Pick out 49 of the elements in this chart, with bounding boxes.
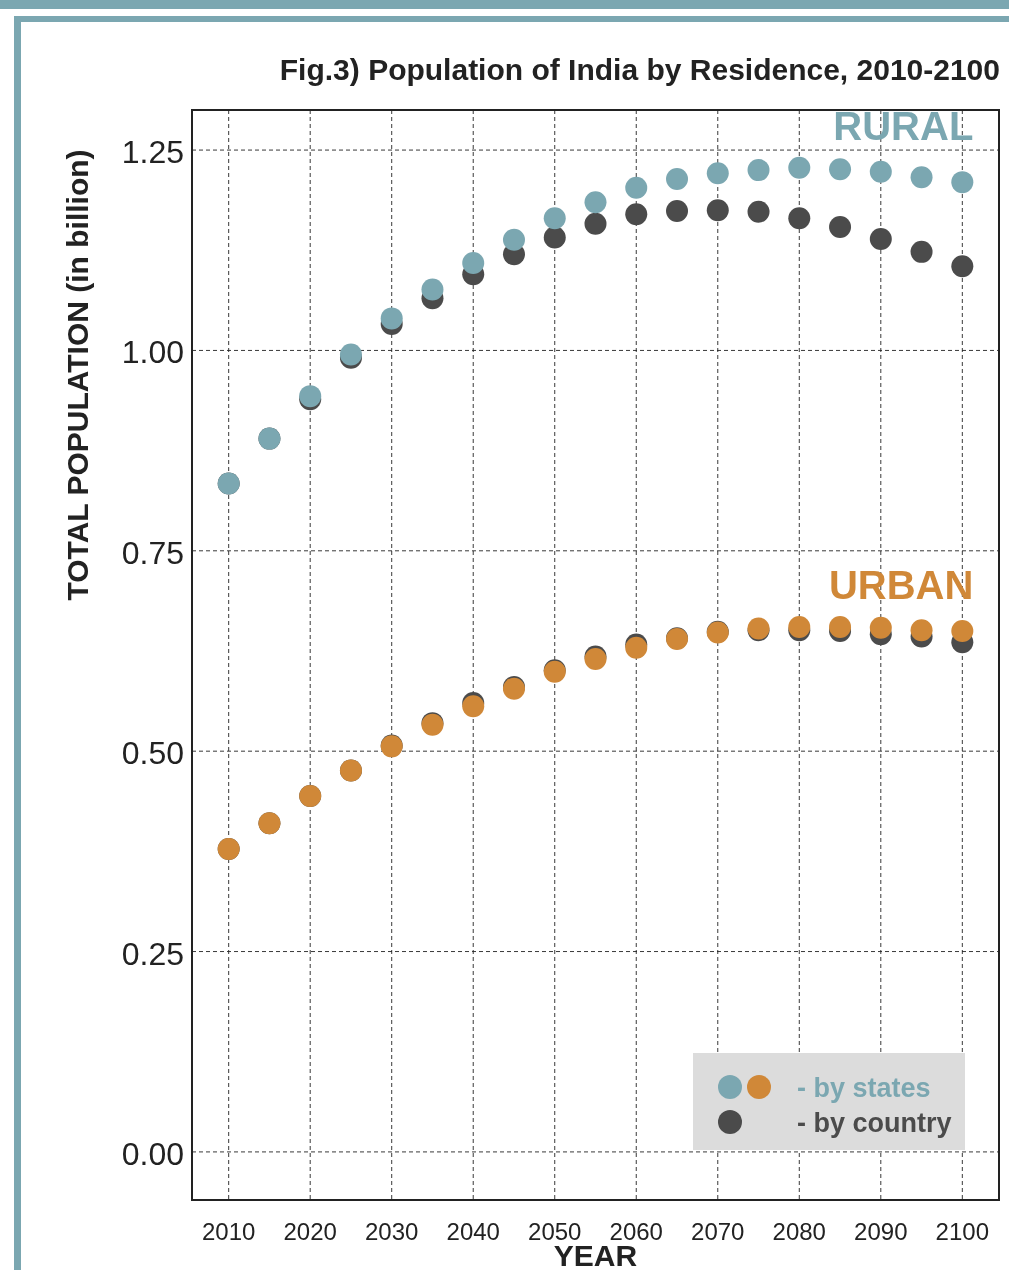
x-tick-label: 2030 [365, 1218, 419, 1245]
y-tick-label: 0.00 [121, 1135, 184, 1172]
annotation: RURAL [833, 103, 974, 148]
point [869, 160, 892, 183]
point [584, 191, 607, 214]
text: - by states [797, 1073, 931, 1103]
x-tick-label: 2100 [935, 1218, 990, 1245]
point [869, 616, 892, 639]
x-tick-label: 2070 [691, 1218, 745, 1245]
x-tick-label: 2020 [283, 1218, 337, 1245]
point [543, 226, 566, 249]
y-tick-label: 0.25 [121, 935, 184, 972]
annotation: URBAN [828, 562, 974, 607]
point [625, 203, 648, 226]
point [910, 240, 933, 263]
x-tick-label: 2040 [446, 1218, 500, 1245]
point [625, 176, 648, 199]
y-tick-label: 1.25 [121, 134, 184, 171]
point [951, 255, 974, 278]
point [462, 252, 485, 275]
y-tick-label: 1.00 [121, 334, 184, 371]
x-tick-label: 2010 [201, 1218, 256, 1245]
point [910, 619, 933, 642]
point [747, 159, 770, 182]
point [869, 228, 892, 251]
point [584, 212, 607, 235]
point [706, 162, 729, 185]
point [502, 228, 525, 251]
point [666, 167, 689, 190]
legend-label: - by country [797, 1108, 952, 1138]
point [910, 166, 933, 189]
y-axis-title: TOTAL POPULATION (in billion) [61, 149, 94, 601]
y-tick-label: 0.75 [121, 534, 184, 571]
point [951, 171, 974, 194]
point [951, 619, 974, 642]
y-tick-label: 0.50 [121, 735, 184, 772]
point [747, 200, 770, 223]
point [788, 207, 811, 230]
x-tick-label: 2090 [854, 1218, 908, 1245]
point [829, 158, 852, 181]
chart-title: Fig.3) Population of India by Residence, 2010-2100 [279, 53, 1000, 86]
point [829, 216, 852, 239]
point [543, 207, 566, 230]
point [666, 199, 689, 222]
point [421, 278, 444, 301]
point [380, 307, 403, 330]
point [706, 199, 729, 222]
x-tick-label: 2080 [772, 1218, 826, 1245]
point [788, 156, 811, 179]
